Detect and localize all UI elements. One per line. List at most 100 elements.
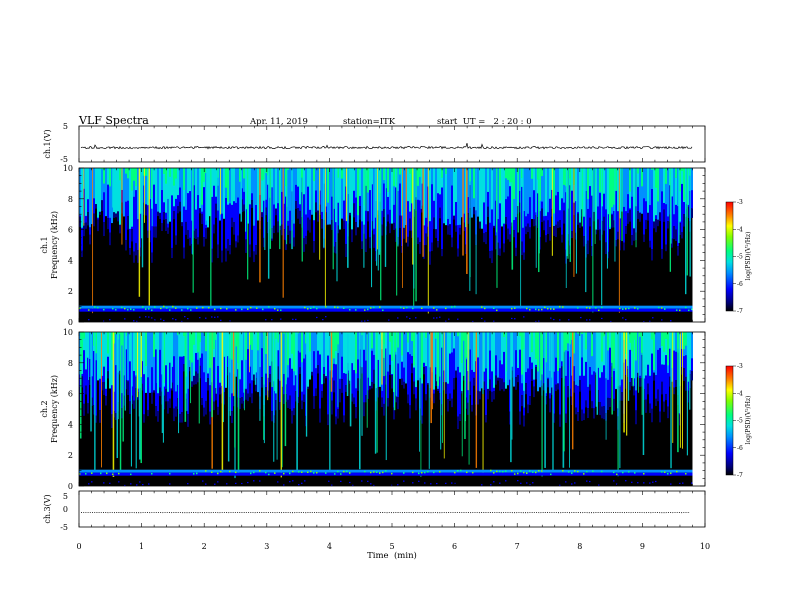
spectrum-band-peak bbox=[629, 168, 631, 192]
spectrum-band bbox=[533, 168, 535, 191]
spectrum-band-peak bbox=[301, 332, 303, 363]
spectrum-band bbox=[307, 332, 309, 387]
sferic-streak bbox=[192, 168, 194, 293]
sferic-streak bbox=[396, 332, 398, 397]
sferic-streak bbox=[689, 332, 691, 410]
bottom-speck bbox=[472, 320, 474, 322]
spectrum-band bbox=[207, 168, 209, 228]
spectrum-band-peak bbox=[169, 168, 171, 177]
spectrum-band bbox=[557, 168, 559, 192]
spectrum-band bbox=[505, 168, 507, 200]
colorbar-tick-label: -7 bbox=[737, 472, 743, 479]
spectrum-haze-edge bbox=[683, 214, 685, 227]
spectrum-haze-edge bbox=[691, 208, 693, 218]
spectrum-band bbox=[391, 168, 393, 224]
sferic-streak bbox=[222, 332, 224, 423]
spectrum-haze-edge bbox=[591, 246, 593, 257]
spectrum-haze bbox=[263, 168, 265, 238]
spectrum-band bbox=[231, 332, 233, 394]
spectrum-band bbox=[403, 332, 405, 368]
spectrum-haze-edge bbox=[85, 222, 87, 229]
spectrum-haze-edge bbox=[587, 408, 589, 418]
low-frequency-speck bbox=[307, 308, 309, 310]
spectrum-haze-edge bbox=[419, 408, 421, 421]
spectrum-haze-edge bbox=[317, 209, 319, 222]
spectrum-haze-edge bbox=[457, 248, 459, 257]
sferic-streak bbox=[259, 332, 261, 421]
spectrum-band bbox=[85, 168, 87, 216]
spectrum-haze-edge bbox=[109, 232, 111, 246]
spectrum-haze-edge bbox=[291, 410, 293, 424]
bottom-speck bbox=[433, 317, 435, 319]
spectrum-band bbox=[197, 168, 199, 196]
spectrum-haze-edge bbox=[163, 395, 165, 410]
spectrum-band bbox=[647, 168, 649, 213]
spectrum-band bbox=[399, 332, 401, 379]
spectrum-haze-edge bbox=[435, 374, 437, 387]
low-frequency-speck bbox=[130, 473, 132, 476]
sferic-streak bbox=[539, 332, 542, 381]
spectrum-band bbox=[363, 332, 365, 350]
spectrum-haze-edge bbox=[199, 205, 201, 214]
spectrum-band-peak bbox=[657, 168, 659, 202]
spectrum-haze bbox=[129, 332, 131, 402]
low-frequency-speck bbox=[502, 471, 504, 473]
low-frequency-speck bbox=[247, 308, 249, 310]
spectrum-band bbox=[341, 332, 343, 357]
spectrum-haze-edge bbox=[439, 393, 441, 400]
spectrum-band bbox=[357, 332, 359, 360]
low-frequency-speck bbox=[130, 308, 132, 311]
low-frequency-speck bbox=[310, 470, 312, 473]
low-frequency-speck bbox=[577, 307, 579, 309]
spectrum-band bbox=[203, 332, 205, 373]
spectrum-band-peak bbox=[393, 168, 395, 187]
spectrum-haze-edge bbox=[563, 210, 565, 224]
spectrum-band-peak bbox=[227, 168, 229, 202]
low-frequency-speck bbox=[304, 306, 306, 309]
low-frequency-speck bbox=[562, 470, 564, 472]
bottom-speck bbox=[574, 482, 576, 484]
spectrum-haze bbox=[297, 168, 299, 209]
spectrum-haze-edge bbox=[93, 213, 95, 227]
spectrum-haze-edge bbox=[449, 222, 451, 235]
spectrum-haze-edge bbox=[283, 394, 285, 405]
spectrum-haze-edge bbox=[387, 214, 389, 222]
spectrum-haze-edge bbox=[523, 415, 525, 427]
sferic-streak bbox=[267, 332, 269, 401]
spectrum-band bbox=[373, 168, 375, 229]
spectrum-band bbox=[115, 332, 117, 366]
spectrum-band bbox=[583, 332, 585, 376]
spectrum-band-peak bbox=[553, 168, 555, 214]
spectrum-band bbox=[153, 332, 155, 391]
spectrum-band bbox=[181, 332, 183, 357]
bottom-speck bbox=[451, 482, 453, 484]
spectrum-haze-edge bbox=[659, 211, 661, 222]
sferic-streak bbox=[641, 332, 643, 415]
spectrum-haze-edge bbox=[675, 229, 677, 241]
spectrum-band bbox=[663, 168, 665, 203]
bottom-speck bbox=[148, 316, 150, 318]
spectrum-haze-edge bbox=[389, 364, 391, 376]
spectrum-haze-edge bbox=[213, 224, 215, 234]
spectrum-haze-edge bbox=[335, 416, 337, 425]
spectrum-haze bbox=[223, 332, 225, 393]
low-frequency-speck bbox=[535, 471, 537, 474]
spectrum-band bbox=[327, 332, 329, 356]
spectrum-haze bbox=[343, 332, 345, 416]
spectrum-haze bbox=[285, 168, 287, 241]
spectrum-haze-edge bbox=[495, 375, 497, 385]
spectrum-haze-edge bbox=[87, 212, 89, 226]
spectrum-haze bbox=[133, 168, 135, 252]
spectrum-haze-edge bbox=[483, 233, 485, 243]
spectrum-haze-edge bbox=[601, 406, 603, 419]
spectrum-haze-edge bbox=[411, 363, 413, 374]
spectrum-band bbox=[515, 168, 517, 218]
low-frequency-speck bbox=[457, 469, 459, 472]
bottom-speck bbox=[661, 319, 663, 321]
spectrum-haze-edge bbox=[531, 369, 533, 381]
spectrum-band bbox=[289, 332, 291, 359]
bottom-speck bbox=[409, 317, 411, 320]
spectrum-haze-edge bbox=[337, 409, 339, 419]
spectrum-haze-edge bbox=[249, 383, 251, 398]
spectrum-band-peak bbox=[283, 332, 285, 334]
